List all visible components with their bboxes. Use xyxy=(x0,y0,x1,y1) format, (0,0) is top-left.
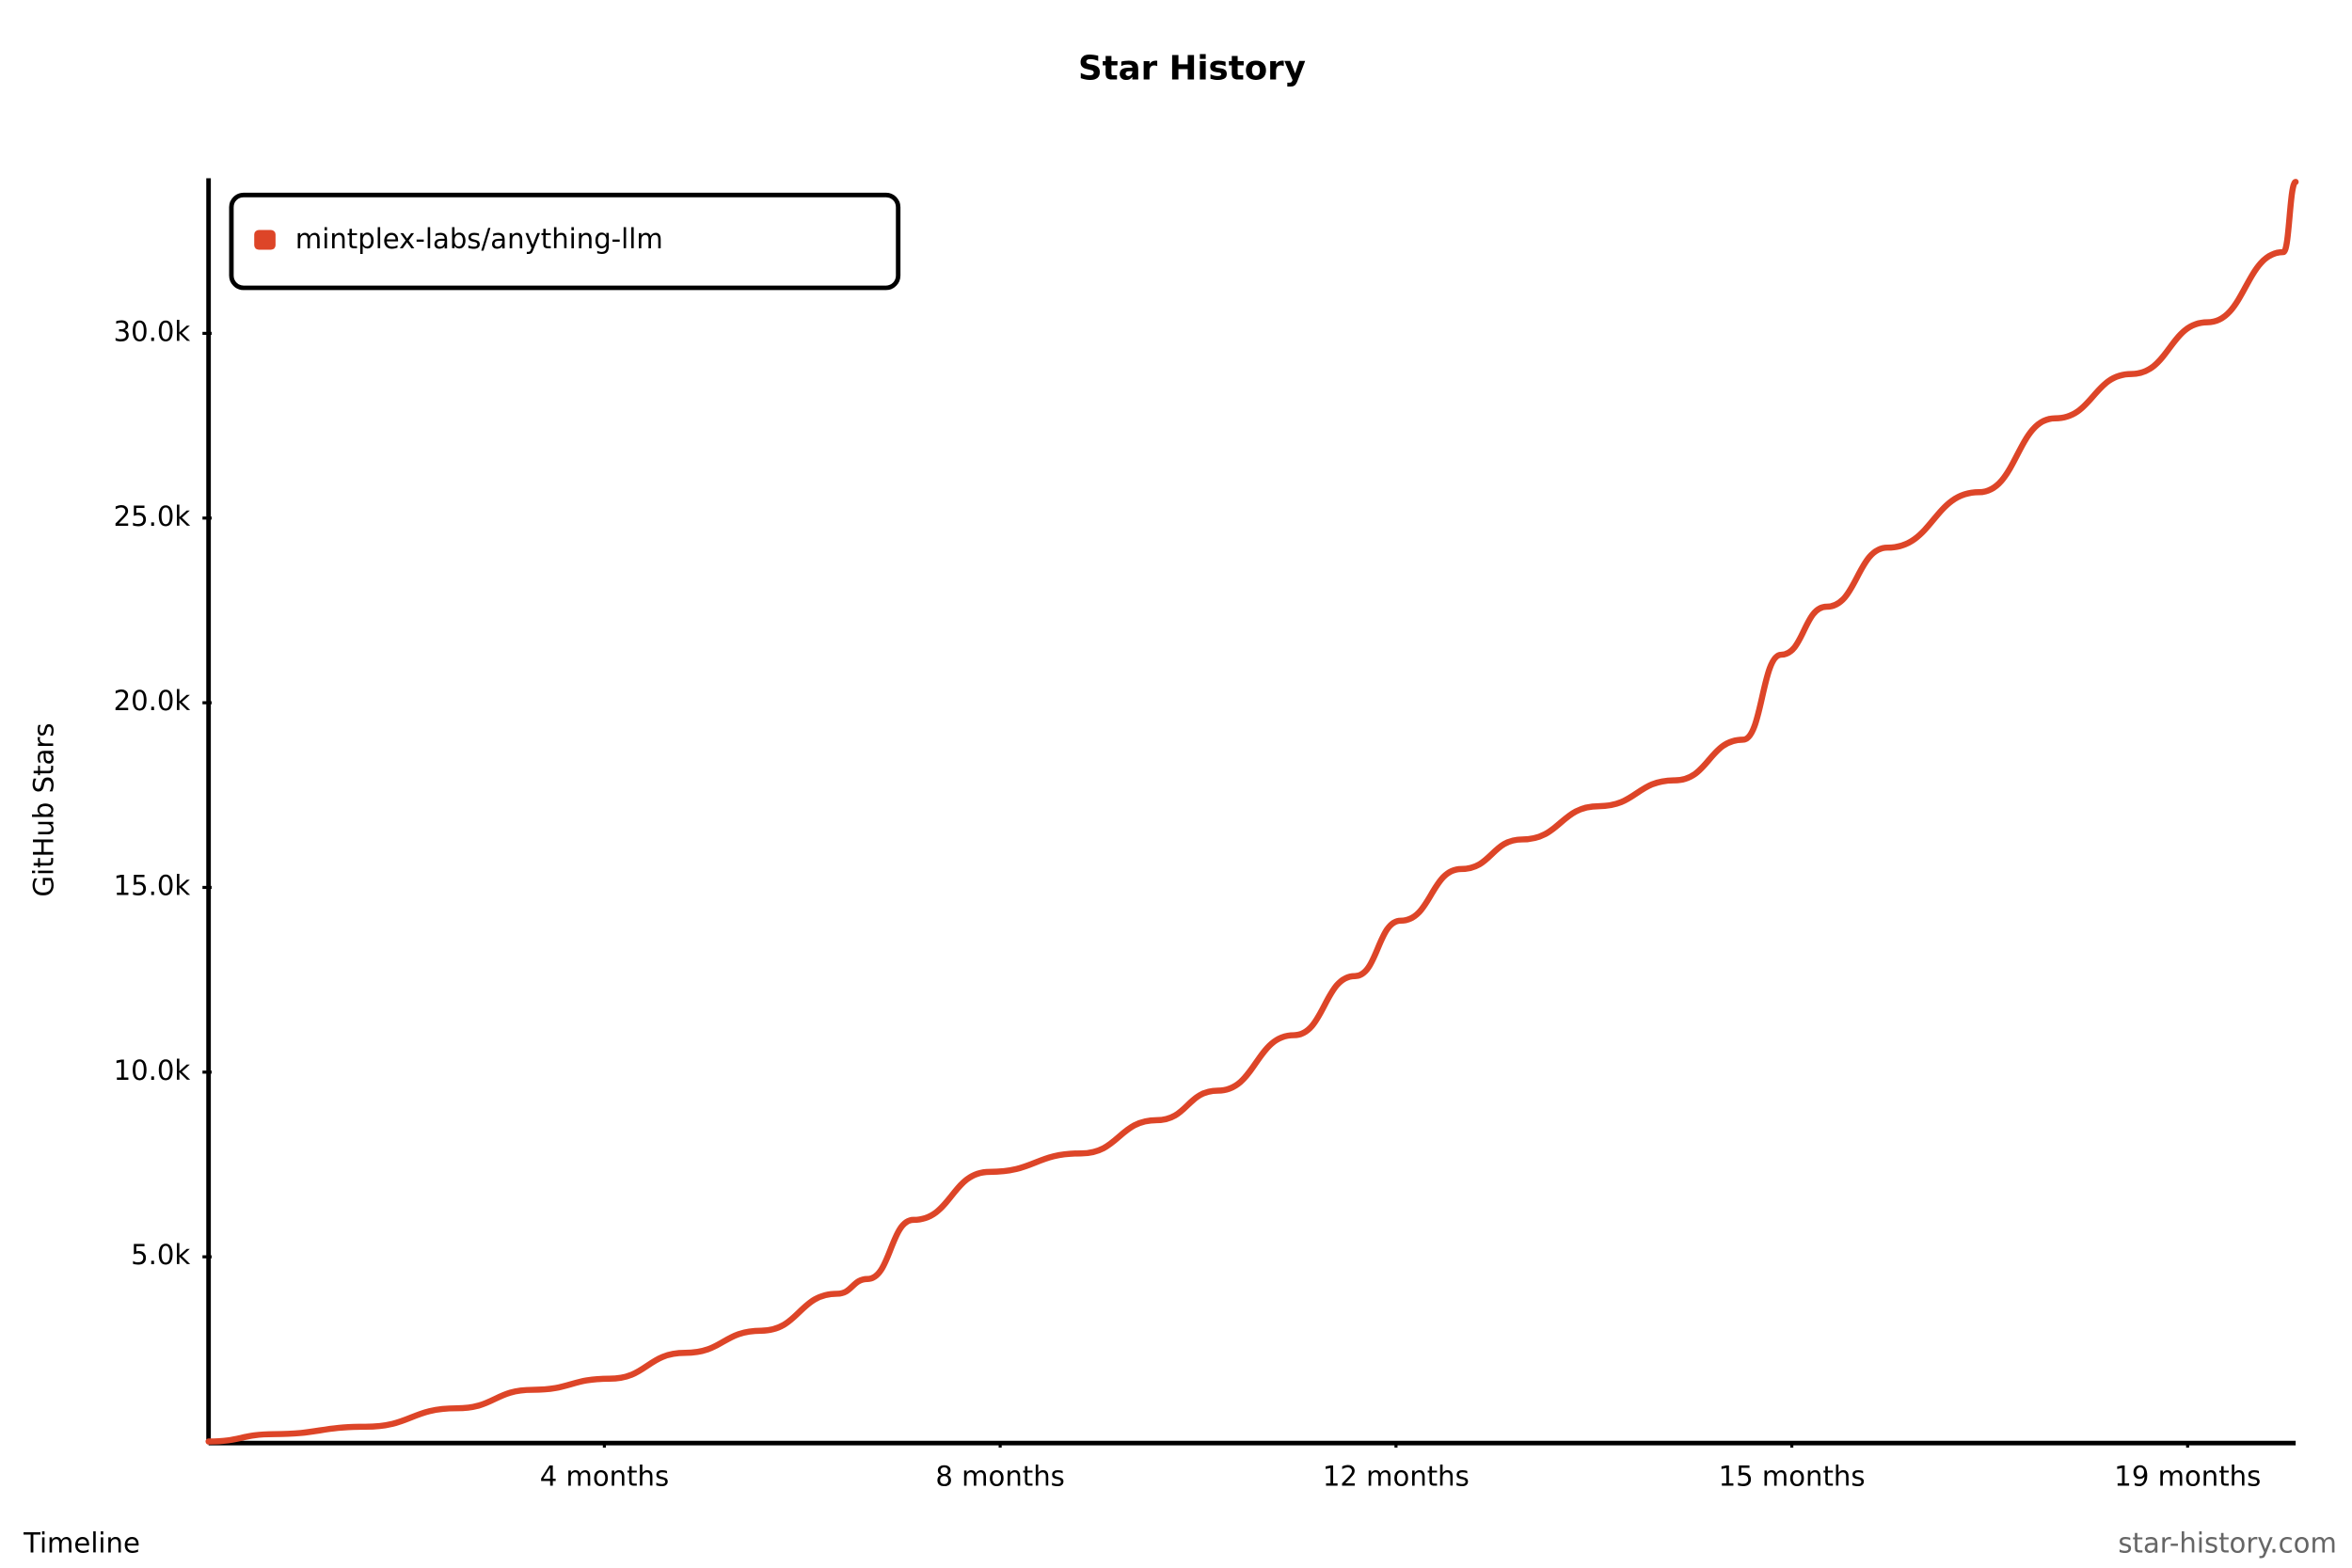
legend-label: mintplex-labs/anything-llm xyxy=(295,223,663,255)
x-tick-label: 8 months xyxy=(935,1460,1064,1492)
x-tick-label: 19 months xyxy=(2114,1460,2261,1492)
x-tick-label: 4 months xyxy=(540,1460,669,1492)
chart-title: Star History xyxy=(1078,50,1306,88)
watermark: star-history.com xyxy=(2118,1528,2336,1560)
y-axis-label: GitHub Stars xyxy=(28,723,60,897)
y-tick-label: 5.0k xyxy=(131,1239,190,1271)
legend-swatch xyxy=(254,230,276,250)
y-tick-label: 30.0k xyxy=(114,315,191,347)
x-tick-label: 15 months xyxy=(1719,1460,1866,1492)
y-tick-label: 10.0k xyxy=(114,1054,191,1086)
legend-box xyxy=(229,192,901,291)
y-tick-label: 20.0k xyxy=(114,685,191,717)
y-tick-label: 25.0k xyxy=(114,500,191,532)
x-tick-label: 12 months xyxy=(1323,1460,1470,1492)
y-tick-label: 15.0k xyxy=(114,869,191,901)
x-axis-label: Timeline xyxy=(23,1528,140,1560)
series-line xyxy=(205,179,2299,1445)
